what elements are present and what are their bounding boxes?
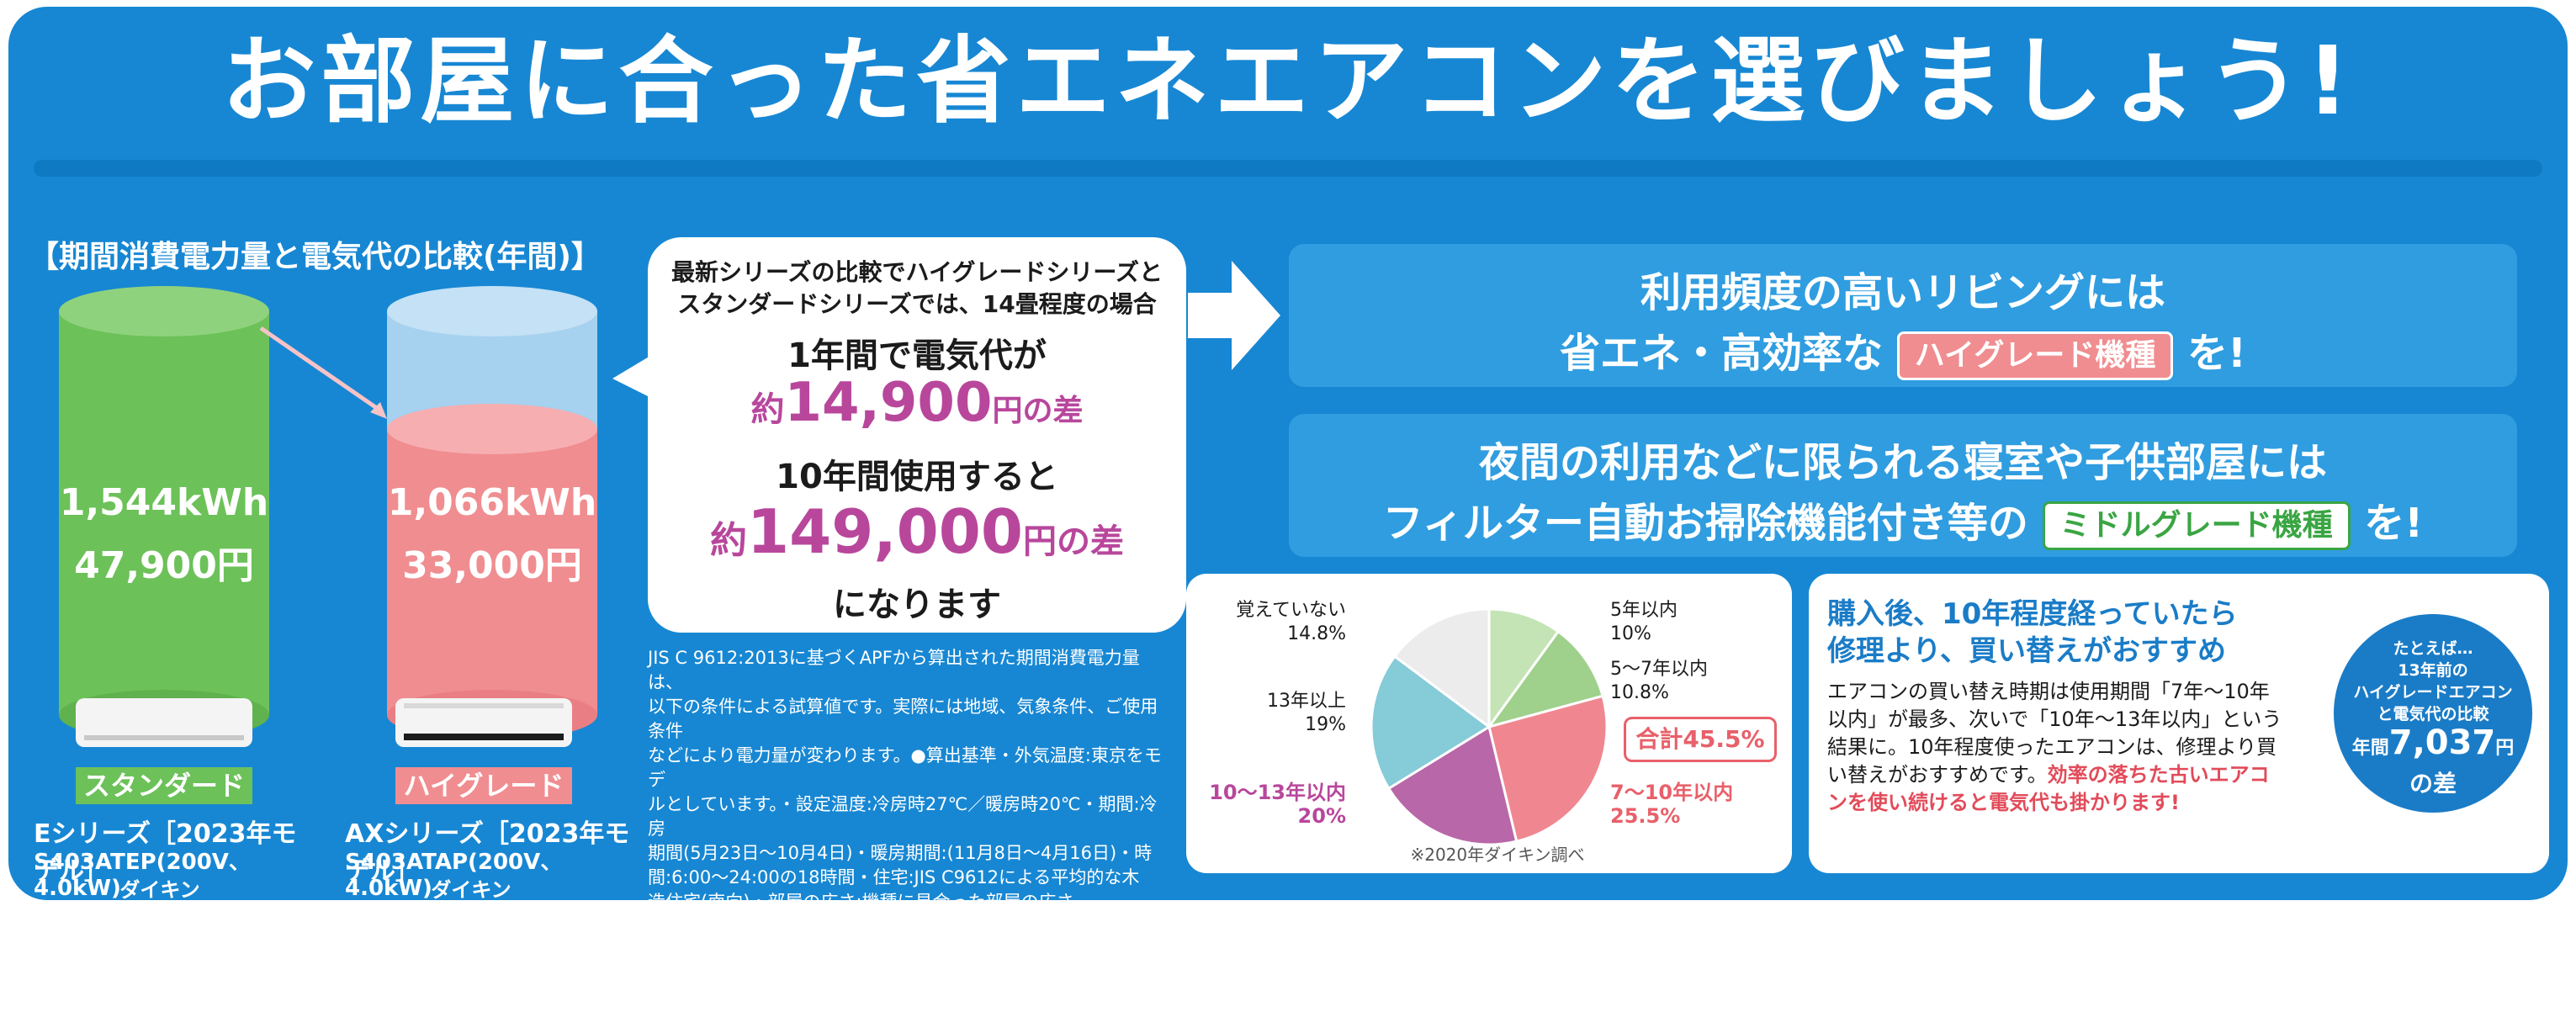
high-grade-tag: ハイグレード機種 — [1896, 331, 2174, 380]
bubble-line2: スタンダードシリーズでは、14畳程度の場合 — [677, 290, 1157, 318]
high-badge: ハイグレード — [395, 767, 572, 804]
high-model: S403ATAP(200V、4.0kW) — [345, 850, 563, 901]
note-line: 間:6:00〜24:00の18時間・住宅:JIS C9612による平均的な木 — [648, 867, 1140, 887]
recommend-living-pre: 省エネ・高効率な — [1560, 330, 1884, 377]
pie-label-5to7: 5〜7年以内 10.8% — [1610, 659, 1708, 703]
high-cylinder-top — [387, 286, 597, 336]
bubble-diff1: 約14,900円の差 — [648, 372, 1186, 434]
comparison-heading: 【期間消費電力量と電気代の比較(年間)】 — [29, 240, 602, 274]
advice-head1: 購入後、10年程度経っていたら — [1827, 597, 2238, 631]
recommend-bedroom-line1: 夜間の利用などに限られる寝室や子供部屋には — [1478, 439, 2327, 486]
comparison-circle: たとえば… 13年前の ハイグレードエアコン と電気代の比較 年間7,037円 … — [2334, 614, 2532, 813]
recommend-bedroom-pre: フィルター自動お掃除機能付き等の — [1382, 500, 2028, 547]
advice-body: エアコンの買い替え時期は使用期間「7年〜10年 以内」が最多、次いで「10年〜1… — [1827, 680, 2282, 814]
pie-total-badge: 合計45.5% — [1624, 717, 1777, 762]
recommend-bedroom-box: 夜間の利用などに限られる寝室や子供部屋には フィルター自動お掃除機能付き等の ミ… — [1289, 414, 2517, 557]
standard-aircon-illustration — [76, 698, 252, 747]
standard-kwh: 1,544kWh — [59, 481, 269, 524]
title-divider — [34, 160, 2542, 177]
diff1-value: 14,900 — [784, 372, 993, 434]
high-series: AXシリーズ［2023年モデル］ — [345, 819, 630, 886]
advice-panel: 購入後、10年程度経っていたら 修理より、買い替えがおすすめ エアコンの買い替え… — [1809, 574, 2549, 873]
note-line: ルとしています。・設定温度:冷房時27℃／暖房時20℃・期間:冷房 — [648, 794, 1158, 839]
advice-head2: 修理より、買い替えがおすすめ — [1827, 634, 2226, 668]
bubble-line4: 10年間使用すると — [776, 458, 1058, 496]
page: お部屋に合った省エネエアコンを選びましょう! 【期間消費電力量と電気代の比較(年… — [8, 7, 2568, 902]
note-line: 期間(5月23日〜10月4日)・暖房期間:(11月8日〜4月16日)・時 — [648, 843, 1153, 863]
reduction-arrow — [259, 326, 384, 415]
recommend-bedroom-post: を! — [2364, 500, 2424, 547]
diff2-suffix: 円の差 — [1022, 522, 1124, 561]
note-line: JIS C 9612:2013に基づくAPFから算出された期間消費電力量は、 — [648, 648, 1140, 692]
diff1-suffix: 円の差 — [992, 394, 1084, 428]
cylinder-graphic — [59, 286, 597, 740]
pie-label-7to10: 7〜10年以内 25.5% — [1610, 781, 1734, 828]
note-line: は、電気料金の目安単価を1kWhあたり31円(税込み)に定められて — [648, 940, 1158, 985]
diff2-value: 149,000 — [747, 496, 1023, 567]
bubble-diff2: 約149,000円の差 — [648, 496, 1186, 567]
middle-grade-tag: ミドルグレード機種 — [2042, 501, 2351, 550]
standard-yen: 47,900円 — [74, 544, 254, 587]
circle-amount: 年間7,037円 — [2351, 723, 2515, 762]
bubble-line1: 最新シリーズの比較でハイグレードシリーズと — [671, 258, 1163, 286]
high-aircon-illustration — [395, 698, 572, 747]
right-arrow-icon — [1188, 261, 1280, 370]
standard-series: Eシリーズ［2023年モデル］ — [34, 819, 297, 886]
high-yen: 33,000円 — [402, 544, 582, 587]
note-line: 以下の条件による試算値です。実際には地域、気象条件、ご使用条件 — [648, 697, 1158, 741]
recommend-bedroom-line2: フィルター自動お掃除機能付き等の ミドルグレード機種 を! — [1289, 490, 2517, 550]
note-line: などにより電力量が変わります。●算出基準・外気温度:東京をモデ — [648, 745, 1162, 790]
high-kwh: 1,066kWh — [387, 481, 597, 524]
pie-label-10to13: 10〜13年以内 20% — [1209, 781, 1346, 828]
standard-cylinder-top — [59, 286, 269, 336]
high-cylinder-fill-top — [387, 404, 597, 454]
pie-label-13plus: 13年以上 19% — [1267, 691, 1346, 735]
pie-slice — [1370, 654, 1492, 791]
pie-slice — [1487, 694, 1609, 843]
pie-slice — [1487, 607, 1561, 731]
replacement-period-pie — [1370, 607, 1609, 846]
standard-model: S403ATEP(200V、4.0kW) — [34, 850, 251, 901]
high-cylinder-fill — [387, 429, 597, 715]
pie-slice — [1386, 724, 1519, 846]
pie-source: ※2020年ダイキン調べ — [1410, 845, 1585, 865]
calculation-notes: JIS C 9612:2013に基づくAPFから算出された期間消費電力量は、 以… — [648, 646, 1174, 1012]
recommend-living-line1: 利用頻度の高いリビングには — [1640, 269, 2165, 316]
page-title: お部屋に合った省エネエアコンを選びましょう! — [221, 27, 2355, 136]
recommend-living-post: を! — [2187, 330, 2246, 377]
bubble-pointer — [612, 353, 655, 400]
recommend-living-line2: 省エネ・高効率な ハイグレード機種 を! — [1289, 320, 2517, 380]
note-line: <参考情報>公益社団法人 全国家庭電気製品公正取引協議会で — [648, 916, 1142, 936]
diff1-prefix: 約 — [750, 390, 785, 429]
standard-badge: スタンダード — [76, 767, 252, 804]
pie-label-5: 5年以内 10% — [1610, 600, 1678, 644]
note-line: います。[令和4年7月改定] — [648, 989, 860, 1009]
bubble-line3: 1年間で電気代が — [787, 336, 1047, 375]
standard-maker: ダイキン — [119, 878, 200, 902]
reduction-arrow-head — [370, 402, 387, 419]
savings-bubble: 最新シリーズの比較でハイグレードシリーズと スタンダードシリーズでは、14畳程度… — [648, 237, 1186, 633]
pie-label-unknown: 覚えていない 14.8% — [1236, 600, 1346, 644]
bubble-line5: になります — [833, 585, 1001, 624]
high-maker: ダイキン — [431, 878, 511, 902]
pie-slice — [1392, 607, 1491, 729]
diff2-prefix: 約 — [710, 519, 748, 562]
standard-cylinder-body — [59, 311, 269, 715]
note-line: 造住宅(南向)・部屋の広さ:機種に見合った部屋の広さ — [648, 892, 1074, 912]
recommend-living-box: 利用頻度の高いリビングには 省エネ・高効率な ハイグレード機種 を! — [1289, 244, 2517, 387]
